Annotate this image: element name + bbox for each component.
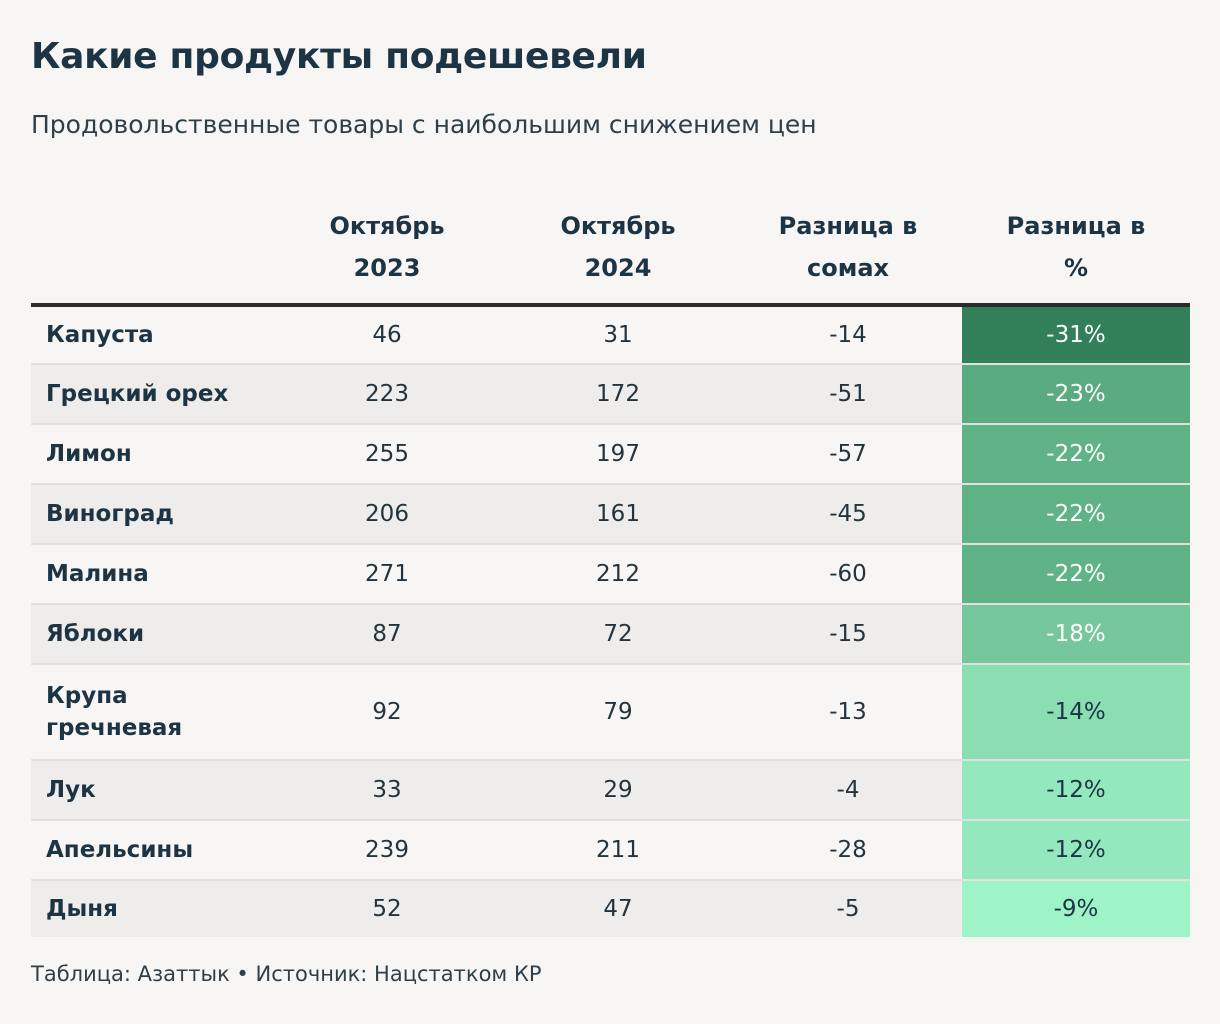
cell-oct2023: 52 bbox=[372, 896, 402, 922]
cell-oct2024: 197 bbox=[596, 441, 640, 467]
table-row: Яблоки 87 72 -15 -18% bbox=[31, 605, 1190, 665]
cell-oct2024: 31 bbox=[603, 322, 633, 348]
table-row: Капуста 46 31 -14 -31% bbox=[31, 307, 1190, 365]
cell-product-name: Яблоки bbox=[46, 621, 145, 647]
cell-oct2024: 161 bbox=[596, 501, 640, 527]
column-header-diff-pct: Разница в % bbox=[1006, 212, 1146, 282]
cell-oct2023: 223 bbox=[365, 381, 409, 407]
table-row: Дыня 52 47 -5 -9% bbox=[31, 881, 1190, 937]
cell-diff-pct: -31% bbox=[962, 307, 1190, 363]
cell-oct2024: 212 bbox=[596, 561, 640, 587]
cell-diff-pct: -9% bbox=[962, 881, 1190, 937]
cell-product-name: Лимон bbox=[46, 441, 132, 467]
price-table: Октябрь 2023 Октябрь 2024 Разница в сома… bbox=[31, 195, 1190, 937]
cell-oct2023: 239 bbox=[365, 837, 409, 863]
cell-oct2023: 255 bbox=[365, 441, 409, 467]
cell-oct2024: 79 bbox=[603, 699, 633, 725]
cell-oct2024: 72 bbox=[603, 621, 633, 647]
table-row: Крупа гречневая 92 79 -13 -14% bbox=[31, 665, 1190, 761]
cell-oct2024: 29 bbox=[603, 777, 633, 803]
chart-subtitle: Продовольственные товары с наибольшим сн… bbox=[31, 110, 817, 139]
cell-oct2023: 46 bbox=[372, 322, 402, 348]
column-header-diff-som: Разница в сомах bbox=[778, 212, 918, 282]
cell-diff-som: -4 bbox=[836, 777, 860, 803]
cell-product-name: Виноград bbox=[46, 501, 174, 527]
cell-diff-som: -60 bbox=[829, 561, 867, 587]
cell-product-name: Лук bbox=[46, 777, 96, 803]
cell-diff-som: -5 bbox=[836, 896, 860, 922]
cell-oct2024: 172 bbox=[596, 381, 640, 407]
table-row: Лимон 255 197 -57 -22% bbox=[31, 425, 1190, 485]
cell-oct2023: 206 bbox=[365, 501, 409, 527]
cell-diff-pct: -18% bbox=[962, 605, 1190, 663]
cell-diff-pct: -14% bbox=[962, 665, 1190, 759]
cell-diff-som: -15 bbox=[829, 621, 867, 647]
cell-diff-som: -57 bbox=[829, 441, 867, 467]
cell-diff-pct: -22% bbox=[962, 485, 1190, 543]
cell-oct2023: 87 bbox=[372, 621, 402, 647]
cell-product-name: Грецкий орех bbox=[46, 381, 229, 407]
table-row: Грецкий орех 223 172 -51 -23% bbox=[31, 365, 1190, 425]
source-footer: Таблица: Азаттык • Источник: Нацстатком … bbox=[31, 962, 542, 986]
cell-product-name: Дыня bbox=[46, 896, 118, 922]
cell-diff-som: -14 bbox=[829, 322, 867, 348]
table-header: Октябрь 2023 Октябрь 2024 Разница в сома… bbox=[31, 195, 1190, 307]
table-body: Капуста 46 31 -14 -31% Грецкий орех 223 172 -51 -… bbox=[31, 307, 1190, 937]
cell-product-name: Малина bbox=[46, 561, 149, 587]
chart-title: Какие продукты подешевели bbox=[31, 36, 647, 77]
table-row: Малина 271 212 -60 -22% bbox=[31, 545, 1190, 605]
table-row: Апельсины 239 211 -28 -12% bbox=[31, 821, 1190, 881]
cell-oct2023: 271 bbox=[365, 561, 409, 587]
cell-diff-pct: -12% bbox=[962, 821, 1190, 879]
cell-product-name: Апельсины bbox=[46, 837, 194, 863]
cell-diff-pct: -22% bbox=[962, 545, 1190, 603]
cell-diff-som: -28 bbox=[829, 837, 867, 863]
cell-product-name: Крупа гречневая bbox=[46, 683, 183, 741]
table-row: Виноград 206 161 -45 -22% bbox=[31, 485, 1190, 545]
cell-oct2023: 33 bbox=[372, 777, 402, 803]
cell-oct2023: 92 bbox=[372, 699, 402, 725]
cell-oct2024: 47 bbox=[603, 896, 633, 922]
cell-diff-som: -45 bbox=[829, 501, 867, 527]
cell-diff-pct: -22% bbox=[962, 425, 1190, 483]
cell-diff-som: -51 bbox=[829, 381, 867, 407]
cell-oct2024: 211 bbox=[596, 837, 640, 863]
cell-product-name: Капуста bbox=[46, 322, 154, 348]
cell-diff-pct: -12% bbox=[962, 761, 1190, 819]
cell-diff-pct: -23% bbox=[962, 365, 1190, 423]
table-row: Лук 33 29 -4 -12% bbox=[31, 761, 1190, 821]
column-header-oct2024: Октябрь 2024 bbox=[560, 212, 676, 282]
column-header-oct2023: Октябрь 2023 bbox=[329, 212, 445, 282]
cell-diff-som: -13 bbox=[829, 699, 867, 725]
